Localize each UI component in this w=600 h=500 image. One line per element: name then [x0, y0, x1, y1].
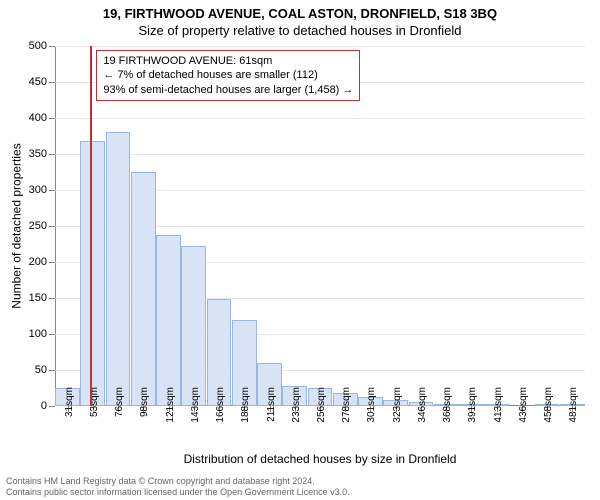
- x-tick-label: 368sqm: [442, 387, 453, 437]
- x-tick-label: 256sqm: [316, 387, 327, 437]
- x-tick-label: 143sqm: [190, 387, 201, 437]
- histogram-bar: [131, 172, 156, 406]
- y-tick-label: 300: [29, 184, 55, 196]
- grid-line: [55, 46, 585, 47]
- x-tick-label: 301sqm: [366, 387, 377, 437]
- x-tick-label: 278sqm: [341, 387, 352, 437]
- x-tick-label: 188sqm: [240, 387, 251, 437]
- grid-line: [55, 154, 585, 155]
- chart-area: 05010015020025030035040045050031sqm53sqm…: [55, 46, 585, 406]
- reference-marker-line: [90, 46, 92, 406]
- x-tick-label: 346sqm: [417, 387, 428, 437]
- x-tick-label: 436sqm: [518, 387, 529, 437]
- y-tick-label: 450: [29, 76, 55, 88]
- page-title: 19, FIRTHWOOD AVENUE, COAL ASTON, DRONFI…: [0, 0, 600, 21]
- x-tick-label: 413sqm: [493, 387, 504, 437]
- x-tick-label: 166sqm: [215, 387, 226, 437]
- x-tick-label: 391sqm: [467, 387, 478, 437]
- footer-line1: Contains HM Land Registry data © Crown c…: [6, 476, 594, 487]
- plot-region: 05010015020025030035040045050031sqm53sqm…: [55, 46, 585, 406]
- x-tick-label: 211sqm: [266, 387, 277, 437]
- annotation-line: 19 FIRTHWOOD AVENUE: 61sqm: [103, 54, 353, 68]
- y-tick-label: 350: [29, 148, 55, 160]
- y-tick-label: 400: [29, 112, 55, 124]
- x-tick-label: 98sqm: [139, 387, 150, 437]
- histogram-bar: [156, 235, 181, 406]
- x-tick-label: 458sqm: [543, 387, 554, 437]
- annotation-box: 19 FIRTHWOOD AVENUE: 61sqm← 7% of detach…: [96, 50, 360, 101]
- footer-attribution: Contains HM Land Registry data © Crown c…: [6, 476, 594, 498]
- x-tick-label: 76sqm: [114, 387, 125, 437]
- y-tick-label: 200: [29, 256, 55, 268]
- histogram-bar: [106, 132, 131, 406]
- x-tick-label: 323sqm: [392, 387, 403, 437]
- footer-line2: Contains public sector information licen…: [6, 487, 594, 498]
- y-tick-label: 100: [29, 328, 55, 340]
- annotation-line: ← 7% of detached houses are smaller (112…: [103, 68, 353, 82]
- y-tick-label: 50: [35, 364, 55, 376]
- annotation-line: 93% of semi-detached houses are larger (…: [103, 83, 353, 97]
- grid-line: [55, 118, 585, 119]
- x-axis-label: Distribution of detached houses by size …: [55, 452, 585, 466]
- page-subtitle: Size of property relative to detached ho…: [0, 21, 600, 38]
- x-tick-label: 233sqm: [291, 387, 302, 437]
- y-tick-label: 150: [29, 292, 55, 304]
- x-tick-label: 121sqm: [165, 387, 176, 437]
- y-tick-label: 500: [29, 40, 55, 52]
- y-tick-label: 250: [29, 220, 55, 232]
- x-tick-label: 481sqm: [568, 387, 579, 437]
- histogram-bar: [181, 246, 206, 406]
- histogram-bar: [80, 141, 105, 406]
- x-tick-label: 31sqm: [64, 387, 75, 437]
- y-tick-label: 0: [41, 400, 55, 412]
- y-axis-label: Number of detached properties: [10, 46, 24, 406]
